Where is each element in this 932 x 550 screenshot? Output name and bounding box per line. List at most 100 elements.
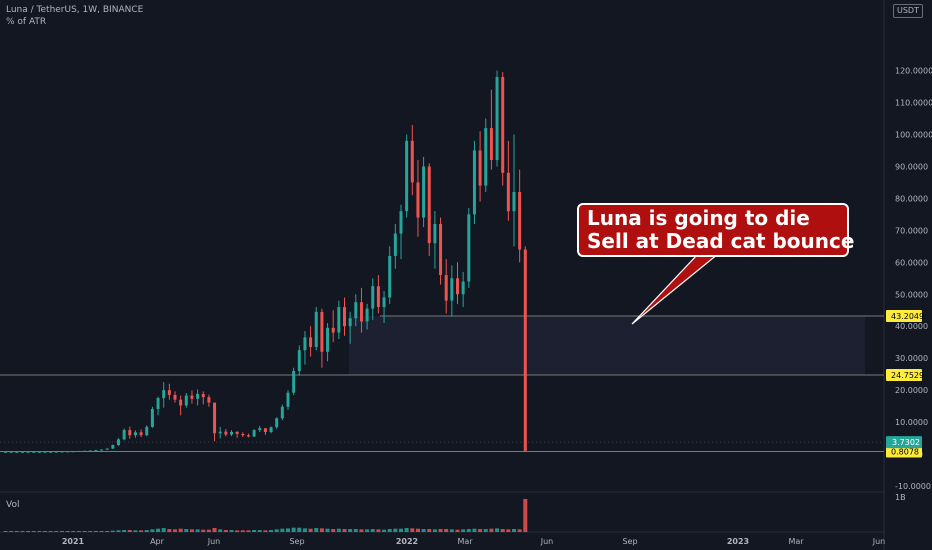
candle bbox=[167, 383, 171, 400]
volume-bar bbox=[150, 529, 155, 532]
volume-bar bbox=[319, 528, 324, 532]
y-tick-label: 10.0000 bbox=[895, 418, 928, 427]
candle-body bbox=[399, 211, 403, 234]
candle bbox=[489, 89, 493, 170]
candle-body bbox=[15, 451, 19, 453]
candle-body bbox=[439, 223, 443, 276]
level-badge: 24.7529 bbox=[886, 368, 924, 381]
volume-bar bbox=[495, 528, 500, 532]
currency-button[interactable]: USDT bbox=[893, 4, 923, 18]
candle-body bbox=[179, 399, 183, 406]
volume-pane-label: Vol bbox=[6, 500, 20, 510]
candle bbox=[162, 382, 166, 408]
volume-bar bbox=[444, 529, 449, 532]
candle-body bbox=[258, 428, 262, 431]
candle-body bbox=[37, 451, 41, 453]
candle bbox=[196, 389, 200, 406]
candle-body bbox=[9, 451, 13, 453]
volume-bar bbox=[500, 529, 505, 532]
candle bbox=[246, 433, 250, 438]
volume-bar bbox=[178, 528, 183, 532]
candle bbox=[393, 223, 397, 269]
volume-bar bbox=[173, 529, 177, 532]
candle bbox=[241, 432, 245, 438]
candle bbox=[280, 404, 284, 421]
volume-bar bbox=[3, 531, 8, 532]
candle-body bbox=[371, 286, 375, 309]
volume-bar bbox=[348, 529, 353, 532]
candle bbox=[100, 449, 104, 451]
candle bbox=[71, 451, 75, 453]
candle bbox=[286, 390, 290, 410]
candle bbox=[94, 449, 98, 452]
candle-body bbox=[207, 397, 211, 403]
candle-body bbox=[286, 392, 290, 407]
volume-bar bbox=[421, 529, 426, 532]
candle-body bbox=[128, 430, 132, 436]
candle bbox=[433, 211, 437, 269]
candle-body bbox=[450, 278, 454, 301]
candle-body bbox=[303, 337, 307, 351]
candles bbox=[4, 70, 527, 453]
candle-body bbox=[422, 166, 426, 218]
y-tick-label: 40.0000 bbox=[895, 322, 928, 331]
candle-body bbox=[388, 255, 392, 298]
candle bbox=[60, 451, 64, 453]
candle bbox=[399, 204, 403, 260]
level-badge-label: 0.8078 bbox=[891, 447, 919, 456]
candle-body bbox=[94, 450, 98, 452]
volume-bar bbox=[438, 529, 443, 532]
candle-body bbox=[280, 406, 284, 419]
level-badge-label: 43.2049 bbox=[891, 312, 924, 321]
candle bbox=[37, 451, 41, 453]
candle-body bbox=[263, 428, 267, 432]
candle bbox=[484, 118, 488, 192]
volume-bar bbox=[161, 528, 166, 532]
candle bbox=[275, 417, 279, 429]
candle-body bbox=[122, 430, 126, 440]
volume-bar bbox=[506, 529, 511, 532]
volume-bar bbox=[110, 530, 115, 532]
volume-bar bbox=[314, 528, 319, 532]
volume-bar bbox=[455, 529, 460, 532]
candle-body bbox=[495, 76, 499, 161]
candle-body bbox=[150, 408, 154, 427]
candle bbox=[337, 300, 341, 339]
candle-body bbox=[235, 431, 239, 434]
level-badge: 0.8078 bbox=[886, 445, 922, 458]
candle bbox=[444, 259, 448, 314]
candle bbox=[506, 140, 510, 221]
candle-body bbox=[427, 166, 431, 244]
candle bbox=[49, 451, 53, 453]
volume-bar bbox=[342, 529, 347, 532]
candle-body bbox=[393, 233, 397, 256]
candle-body bbox=[224, 431, 228, 435]
candle-body bbox=[523, 249, 527, 451]
volume-bar bbox=[415, 528, 420, 532]
annotation-callout: Luna is going to die Sell at Dead cat bo… bbox=[577, 203, 854, 257]
candle bbox=[410, 124, 414, 196]
volume-bar bbox=[195, 529, 200, 532]
volume-bar bbox=[156, 528, 161, 532]
candle-body bbox=[139, 432, 143, 436]
candle-body bbox=[218, 431, 222, 434]
volume-bar bbox=[387, 529, 392, 532]
candle-body bbox=[275, 418, 279, 428]
candle bbox=[9, 451, 13, 453]
candle bbox=[184, 393, 188, 408]
candle-body bbox=[354, 302, 358, 319]
candle bbox=[150, 406, 154, 428]
level-badge: 43.2049 bbox=[886, 309, 924, 322]
volume-bar bbox=[71, 531, 76, 532]
last-price-badge-bg bbox=[886, 436, 922, 449]
volume-bar bbox=[263, 530, 268, 532]
candle bbox=[263, 428, 267, 435]
candle bbox=[405, 134, 409, 218]
candle bbox=[382, 291, 386, 324]
candle-body bbox=[314, 311, 318, 347]
volume-bar bbox=[359, 529, 364, 532]
volume-bar bbox=[336, 528, 341, 532]
y-tick-label: 60.0000 bbox=[895, 258, 928, 267]
volume-bar bbox=[325, 528, 330, 532]
